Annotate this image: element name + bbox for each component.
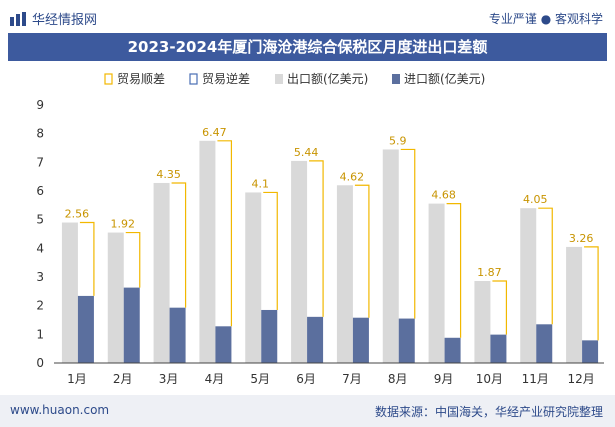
export-bar (382, 149, 399, 363)
import-bar (352, 317, 369, 363)
export-bar (291, 160, 308, 363)
legend-swatch (392, 74, 400, 84)
import-bar (215, 326, 232, 363)
x-tick-label: 2月 (113, 372, 133, 386)
x-tick-label: 5月 (250, 372, 270, 386)
legend-label: 进口额(亿美元) (404, 71, 485, 86)
surplus-bracket (171, 182, 187, 308)
chart: 贸易顺差 贸易逆差 出口额(亿美元) 进口额(亿美元) 0 1 2 3 4 5 6 7 8 9 2.56 1月… (36, 71, 604, 386)
surplus-label: 5.44 (294, 146, 319, 159)
legend-swatch (189, 73, 198, 85)
brand[interactable]: 华经情报网 (10, 9, 97, 28)
y-tick-label: 6 (36, 184, 44, 198)
y-tick-label: 1 (36, 327, 44, 341)
footer-source: 数据来源：中国海关，华经产业研究院整理 (374, 405, 603, 419)
legend-swatch (275, 74, 283, 84)
import-bar (77, 295, 94, 363)
export-bar (428, 203, 445, 363)
x-tick-label: 7月 (342, 372, 362, 386)
footer: www.huaon.com 数据来源：中国海关，华经产业研究院整理 (0, 395, 615, 427)
surplus-label: 2.56 (65, 208, 90, 221)
surplus-label: 6.47 (202, 126, 227, 139)
surplus-bracket (492, 280, 508, 335)
export-bar (474, 281, 491, 363)
export-bar (520, 208, 537, 363)
surplus-label: 1.87 (477, 266, 502, 279)
export-bar (61, 222, 78, 363)
surplus-bracket (538, 207, 553, 325)
y-tick-label: 2 (36, 299, 44, 313)
surplus-label: 3.26 (569, 232, 594, 245)
surplus-bracket (79, 221, 95, 296)
import-bar (490, 334, 507, 363)
import-bar (169, 307, 186, 363)
chart-title: 2023-2024年厦门海沧港综合保税区月度进出口差额 (127, 38, 488, 56)
y-tick-label: 5 (36, 213, 44, 227)
x-tick-label: 10月 (476, 372, 503, 386)
import-bar (307, 316, 324, 363)
surplus-label: 4.62 (340, 170, 365, 183)
legend-label: 出口额(亿美元) (287, 71, 368, 86)
x-tick-label: 3月 (159, 372, 179, 386)
y-tick-label: 4 (36, 241, 44, 255)
surplus-bracket (584, 246, 599, 341)
x-tick-label: 12月 (567, 372, 594, 386)
y-tick-label: 8 (36, 127, 44, 141)
import-bar (261, 309, 278, 363)
surplus-label: 4.68 (431, 189, 456, 202)
slogan: 专业严谨 ● 客观科学 (488, 12, 603, 26)
legend-label: 贸易顺差 (117, 72, 165, 86)
y-tick-label: 0 (36, 356, 44, 370)
export-bar (107, 232, 124, 363)
surplus-bracket (125, 231, 141, 288)
x-tick-label: 6月 (296, 372, 316, 386)
import-bar (398, 318, 415, 363)
x-tick-label: 9月 (434, 372, 454, 386)
x-tick-label: 4月 (205, 372, 225, 386)
surplus-label: 1.92 (111, 218, 136, 231)
surplus-label: 4.1 (252, 177, 270, 190)
y-tick-label: 9 (36, 98, 44, 112)
surplus-label: 5.9 (389, 134, 407, 147)
surplus-label: 4.35 (156, 168, 181, 181)
export-bar (199, 140, 216, 363)
title-bar: 2023-2024年厦门海沧港综合保税区月度进出口差额 (8, 33, 607, 61)
export-bar (153, 182, 170, 363)
footer-url[interactable]: www.huaon.com (10, 403, 110, 417)
brand-name: 华经情报网 (32, 13, 98, 28)
export-bar (336, 185, 353, 363)
import-bar (123, 287, 140, 363)
x-tick-label: 11月 (522, 372, 549, 386)
y-tick-label: 7 (36, 155, 44, 169)
import-bar (536, 324, 553, 363)
surplus-bracket (217, 140, 233, 327)
surplus-label: 4.05 (523, 193, 548, 206)
x-tick-label: 8月 (388, 372, 408, 386)
surplus-bracket (263, 191, 278, 310)
export-bar (245, 192, 262, 363)
top-bar: 华经情报网 专业严谨 ● 客观科学 (0, 0, 615, 34)
legend-swatch (104, 73, 113, 85)
import-bar (582, 340, 599, 363)
bars-logo-icon (10, 11, 26, 26)
surplus-bracket (354, 184, 370, 318)
x-tick-label: 1月 (67, 372, 87, 386)
surplus-bracket (400, 148, 416, 319)
legend-label: 贸易逆差 (202, 71, 250, 86)
surplus-bracket (309, 160, 324, 317)
import-bar (444, 337, 461, 363)
y-tick-label: 3 (36, 270, 44, 284)
export-bar (566, 246, 583, 363)
surplus-bracket (446, 203, 462, 338)
